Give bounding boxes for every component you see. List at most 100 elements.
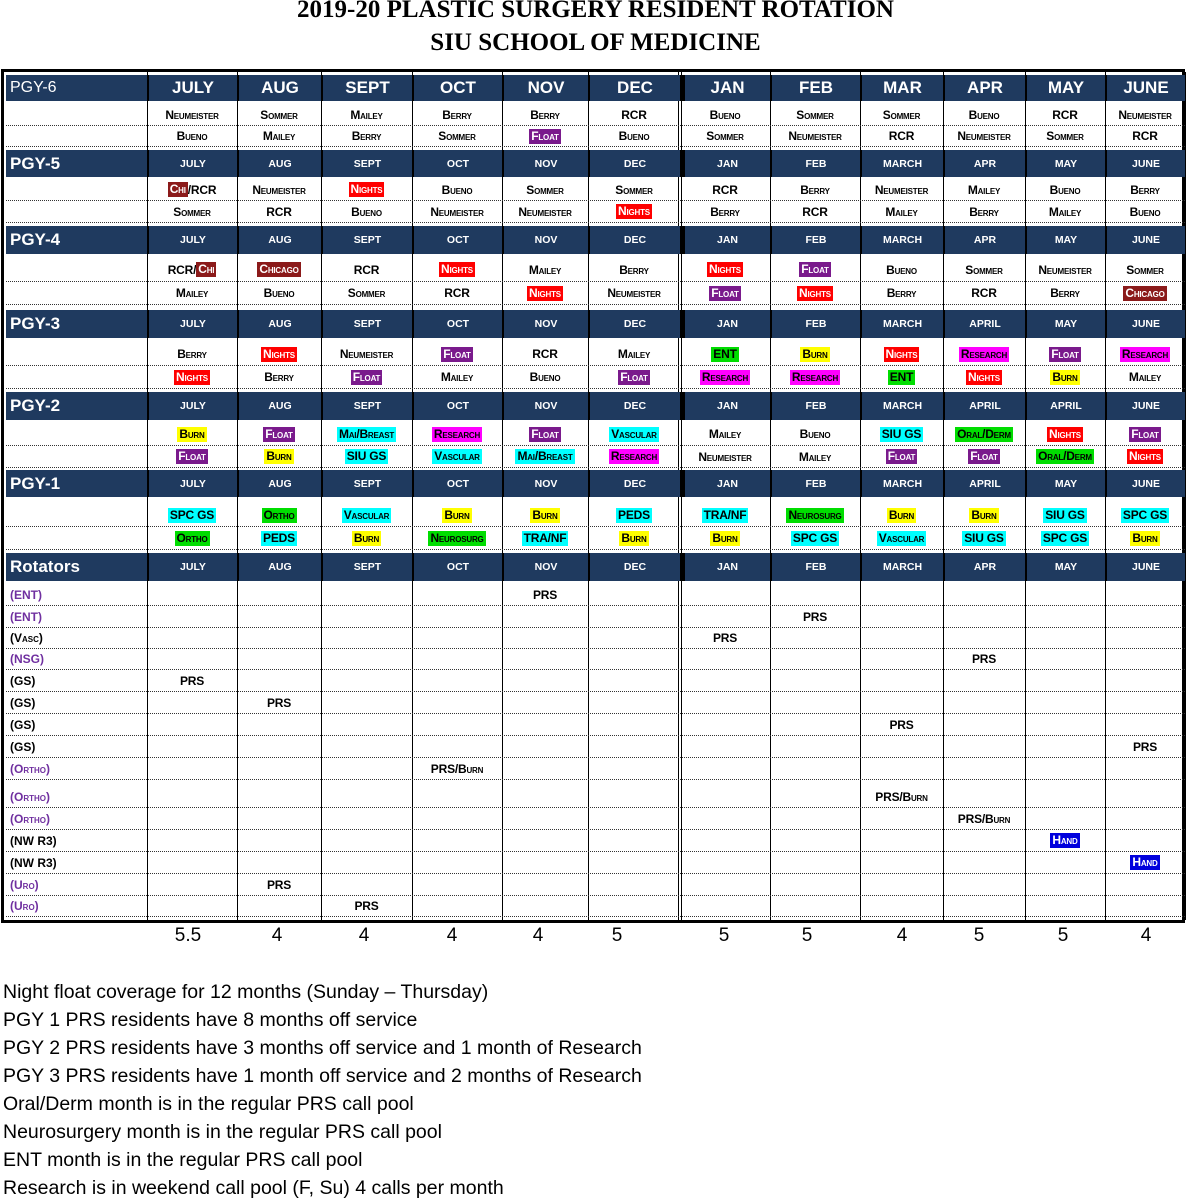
vascular-tag: SPC GS [790, 530, 840, 546]
ent-tag: ENT [887, 369, 916, 385]
vascular-tag: SIU GS [344, 449, 389, 464]
month-header: AUG [237, 226, 321, 254]
month-total: 4 [1140, 925, 1152, 946]
section-label-pgy-3: PGY-3 [6, 310, 147, 338]
month-header: NOV [502, 392, 588, 420]
nights-tag: Nights [174, 369, 210, 385]
rotator-label: (ENT) [10, 609, 42, 624]
schedule-cell: Float [860, 446, 943, 467]
schedule-cell: Float [588, 366, 680, 388]
cell-text: Berry [530, 107, 560, 122]
cell-text: Neumeister [339, 347, 394, 361]
nights-tag: Nights [1127, 449, 1163, 464]
cell-text: Bueno [1129, 204, 1161, 219]
cell-text: PRS [712, 630, 738, 645]
month-total: 5 [718, 925, 730, 946]
schedule-cell: Float [1025, 343, 1105, 365]
month-header: OCT [412, 226, 502, 254]
schedule-cell: Nights [680, 258, 770, 281]
row-separator [6, 916, 1185, 917]
cell-text: Mailey [528, 262, 562, 277]
nights-tag: Nights [439, 262, 475, 277]
ent-tag: ENT [711, 346, 739, 362]
schedule-cell: Neurosurg [770, 504, 860, 526]
schedule-cell: Ortho [147, 527, 237, 549]
research-tag: Research [958, 346, 1010, 362]
month-header: DEC [588, 226, 680, 254]
note-line: PGY 2 PRS residents have 3 months off se… [3, 1037, 642, 1059]
section-label-pgy-2: PGY-2 [6, 392, 147, 420]
row-separator [6, 146, 1185, 147]
cell-text: Berry [710, 204, 740, 219]
nights-tag: Nights [348, 182, 385, 197]
schedule-cell: Sommer [770, 104, 860, 125]
schedule-cell: Sommer [588, 179, 680, 200]
cell-text: RCR [532, 347, 558, 361]
row-separator [6, 627, 1185, 628]
schedule-cell: Mailey [1025, 201, 1105, 222]
month-header: MARCH [860, 470, 943, 497]
cell-text: RCR [802, 204, 828, 219]
schedule-cell: Neurosurg [412, 527, 502, 549]
cell-text: Berry [619, 262, 649, 277]
schedule-cell: SPC GS [770, 527, 860, 549]
research-tag: Research [608, 449, 660, 464]
schedule-cell: Vascular [412, 446, 502, 467]
float-tag: Float [799, 262, 831, 277]
row-separator [6, 388, 1185, 389]
cell-text: Mailey [708, 427, 742, 441]
cell-text: Berry [351, 129, 382, 143]
chicago-tag: Chi [167, 182, 188, 197]
month-header: JULY [147, 226, 237, 254]
cell-text: Neumeister [788, 129, 842, 143]
float-tag: Float [441, 346, 473, 362]
schedule-cell: Nights [502, 282, 588, 304]
schedule-cell: Sommer [237, 104, 321, 125]
vascular-tag: TRA/NF [701, 507, 749, 523]
schedule-cell: Research [770, 366, 860, 388]
schedule-cell: Neumeister [943, 126, 1025, 146]
schedule-cell: Sommer [502, 179, 588, 200]
schedule-cell: Neumeister [860, 179, 943, 200]
month-header: MAY [1025, 150, 1105, 177]
schedule-cell: Mailey [502, 258, 588, 281]
vascular-tag: SIU GS [1043, 507, 1087, 523]
schedule-cell: RCR [680, 179, 770, 200]
schedule-cell: ENT [680, 343, 770, 365]
schedule-cell: Bueno [588, 126, 680, 146]
cell-text: RCR [266, 204, 292, 219]
note-line: Oral/Derm month is in the regular PRS ca… [3, 1093, 414, 1115]
month-header: NOV [502, 226, 588, 254]
month-header: SEPT [321, 310, 412, 338]
schedule-cell: Research [588, 446, 680, 467]
month-header: MAY [1025, 553, 1105, 581]
cell-text: Bueno [351, 204, 382, 219]
schedule-cell: Burn [1105, 527, 1185, 549]
month-header: OCT [412, 75, 502, 101]
schedule-cell: Burn [860, 504, 943, 526]
schedule-cell: Berry [1105, 179, 1185, 200]
month-header: DEC [588, 150, 680, 177]
cell-text: RCR [353, 262, 380, 277]
ent-tag: Neurosurg [786, 507, 844, 523]
schedule-cell: Nights [588, 201, 680, 222]
schedule-cell: Neumeister [237, 179, 321, 200]
month-header: AUG [237, 392, 321, 420]
chicago-tag: Chicago [1123, 285, 1167, 301]
cell-text: Bueno [441, 182, 473, 197]
schedule-cell: Burn [943, 504, 1025, 526]
vascular-tag: Vascular [432, 449, 482, 464]
cell-text: Neumeister [698, 449, 752, 464]
schedule-cell: Neumeister [1105, 104, 1185, 125]
rotator-cell: PRS/Burn [412, 758, 502, 779]
schedule-cell: Vascular [860, 527, 943, 549]
rotator-label: (GS) [10, 739, 36, 754]
schedule-cell: Float [502, 423, 588, 445]
float-tag: Float [529, 426, 561, 442]
cell-text: PRS [1132, 739, 1158, 754]
schedule-cell: RCR [237, 201, 321, 222]
row-separator [6, 757, 1185, 758]
row-separator [6, 526, 1185, 527]
month-total: 5.5 [174, 925, 202, 946]
month-header: AUG [237, 310, 321, 338]
